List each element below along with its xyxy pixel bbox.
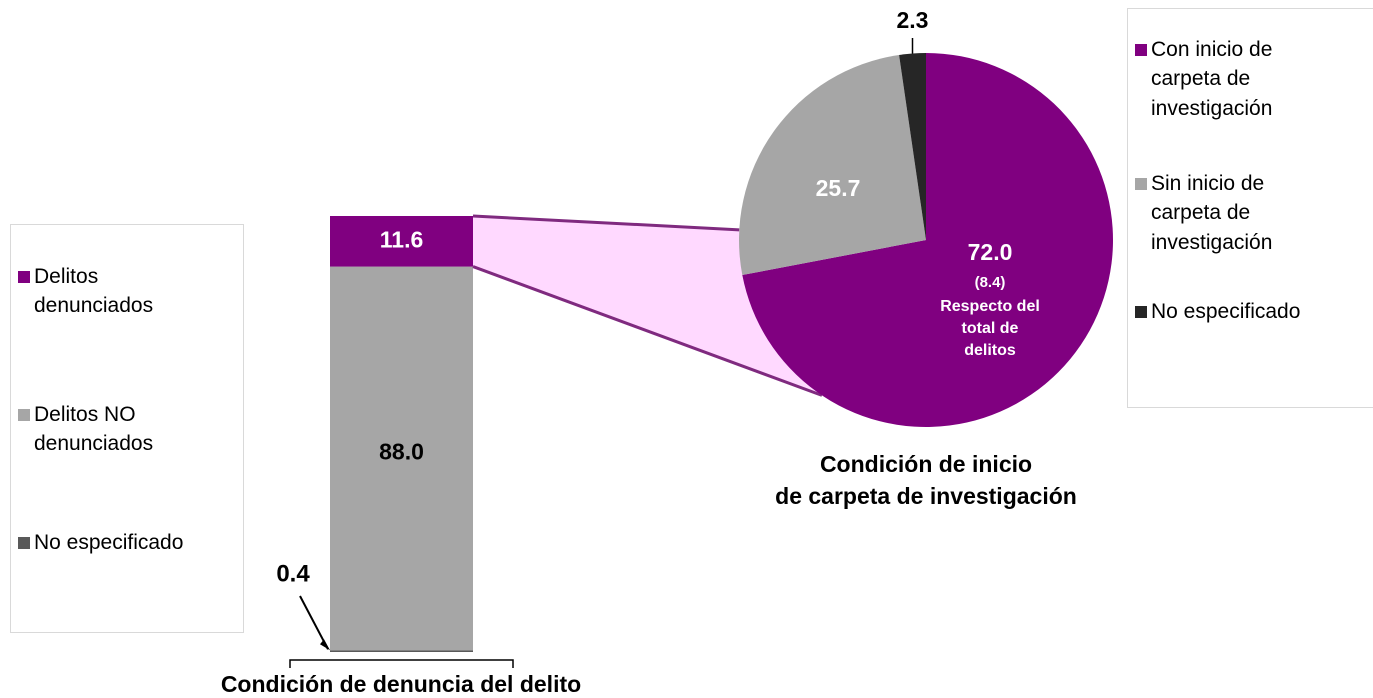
chart-title: Condición de inicio [820, 451, 1032, 477]
connector [472, 265, 823, 397]
legend-item: Delitos NO denunciados [18, 400, 184, 459]
pie-slice [742, 53, 1113, 427]
data-label: 11.6 [380, 226, 424, 252]
zoom-area [473, 216, 822, 396]
annotation-text: delitos [964, 342, 1016, 359]
annotation-value: (8.4) [975, 274, 1006, 291]
data-label: 72.0 [968, 239, 1013, 265]
chart-title: de carpeta de investigación [775, 483, 1077, 509]
data-label: 25.7 [816, 175, 861, 201]
pie-slice [739, 54, 926, 276]
bar-segment [330, 216, 473, 267]
legend-item: Delitos denunciados [18, 262, 184, 321]
legend: Con inicio de carpeta de investigación Si… [1127, 8, 1373, 408]
annotation-text: Respecto del [940, 298, 1040, 315]
legend-swatch [18, 537, 30, 549]
bracket [289, 659, 514, 668]
arrow-head [320, 639, 330, 651]
legend-swatch [1135, 306, 1147, 318]
legend-swatch [18, 409, 30, 421]
legend-label: Delitos denunciados [34, 265, 154, 318]
legend-item: No especificado [18, 528, 183, 557]
bar-segment [330, 650, 473, 652]
legend-item: Sin inicio de carpeta de investigación [1135, 169, 1301, 257]
chart-title: Condición de denuncia del delito [221, 671, 581, 697]
legend-item: Con inicio de carpeta de investigación [1135, 35, 1301, 123]
legend-label: Sin inicio de carpeta de investigación [1151, 172, 1273, 254]
data-label: 2.3 [897, 7, 929, 33]
annotation-text: total de [962, 320, 1019, 337]
legend-label: No especificado [34, 531, 184, 554]
legend-swatch [18, 271, 30, 283]
pie-slice [899, 53, 926, 240]
legend-label: Delitos NO denunciados [34, 403, 154, 456]
bar-segment [330, 266, 473, 651]
legend-item: No especificado [1135, 297, 1300, 326]
legend-swatch [1135, 44, 1147, 56]
legend-label: Con inicio de carpeta de investigación [1151, 38, 1273, 120]
data-label: 88.0 [379, 438, 424, 464]
legend-label: No especificado [1151, 300, 1301, 323]
connector [472, 214, 740, 232]
legend-swatch [1135, 178, 1147, 190]
legend: Delitos denunciados Delitos NO denunciado… [10, 224, 244, 633]
data-label: 0.4 [276, 560, 310, 587]
